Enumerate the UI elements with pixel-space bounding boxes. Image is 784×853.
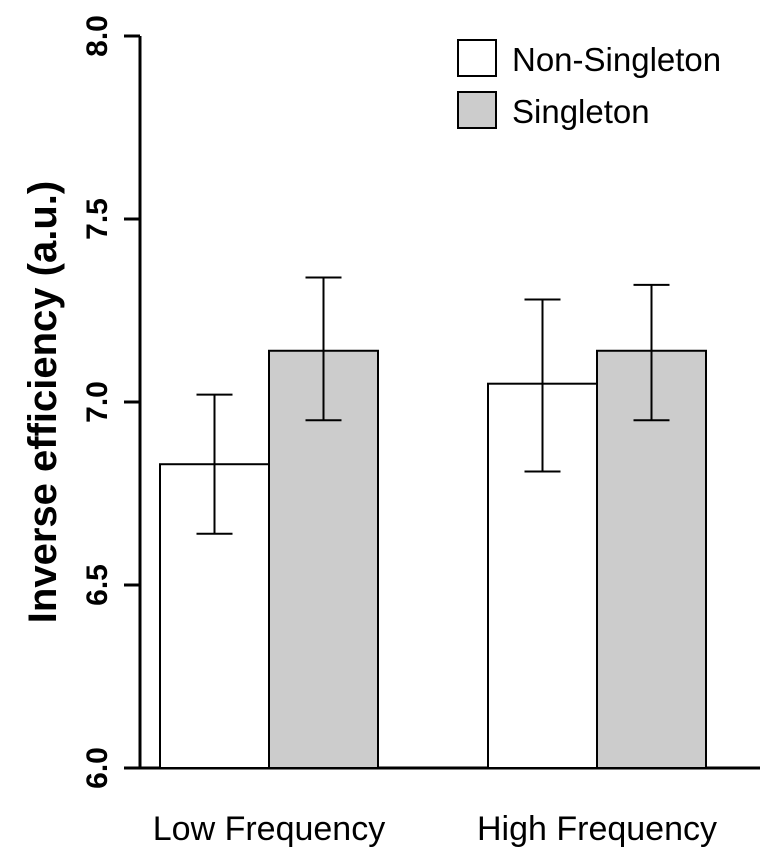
x-category-label-low: Low Frequency — [153, 810, 385, 848]
x-category-label-high: High Frequency — [477, 810, 717, 848]
legend-swatch-non-singleton — [458, 40, 496, 76]
y-tick-label: 6.0 — [81, 747, 114, 789]
y-tick-label: 7.5 — [81, 198, 114, 240]
y-tick-label: 7.0 — [81, 381, 114, 423]
legend-swatch-singleton — [458, 92, 496, 128]
y-tick-label: 6.5 — [81, 564, 114, 606]
legend-label-singleton: Singleton — [512, 93, 650, 130]
legend-label-non-singleton: Non-Singleton — [512, 41, 721, 78]
y-axis-label: Inverse efficiency (a.u.) — [21, 181, 65, 623]
y-tick-label: 8.0 — [81, 15, 114, 57]
